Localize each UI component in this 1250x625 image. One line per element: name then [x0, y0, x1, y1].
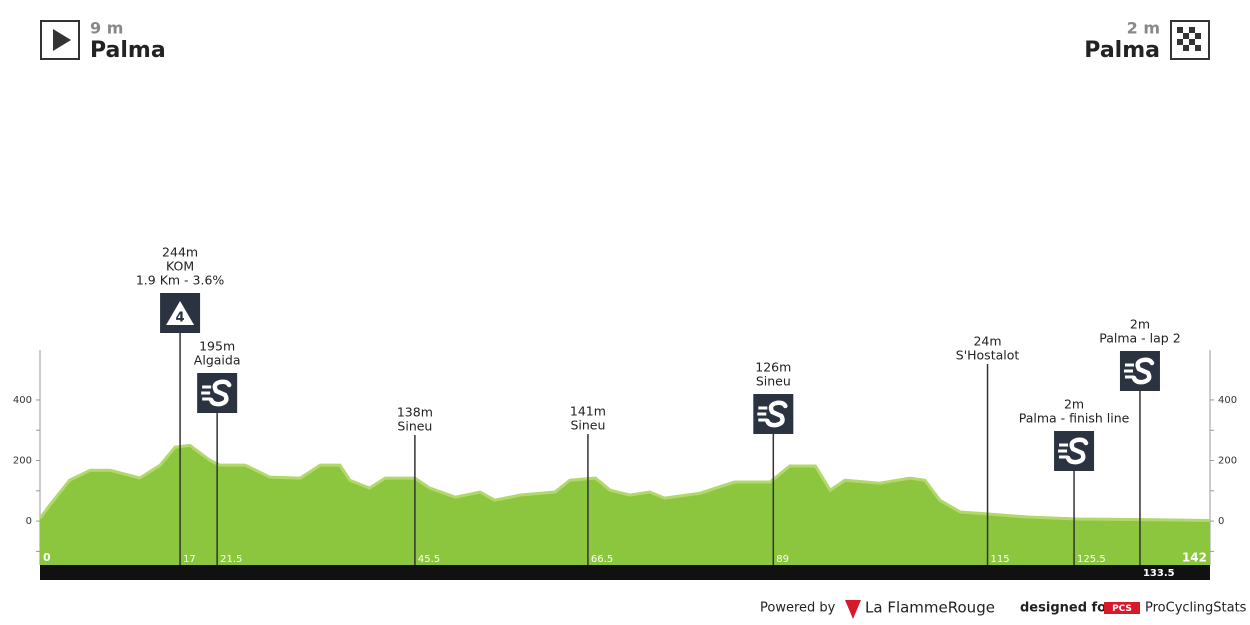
- waypoint-label: 24m: [973, 334, 1001, 349]
- sprint-s: [765, 400, 788, 428]
- waypoint-label: S'Hostalot: [956, 348, 1020, 363]
- waypoint-km: 45.5: [418, 554, 440, 565]
- waypoint-label: Sineu: [397, 419, 432, 434]
- sprint-s: [1065, 437, 1089, 465]
- pcs-logo: [1104, 602, 1140, 614]
- waypoint-label: Sineu: [570, 418, 605, 433]
- waypoint-label: 126m: [755, 360, 791, 375]
- y-tick-label: 0: [1218, 516, 1224, 527]
- footer-site: ProCyclingStats: [1145, 601, 1247, 616]
- waypoint-label: Palma - finish line: [1019, 411, 1130, 426]
- waypoint-label: 1.9 Km - 3.6%: [136, 273, 225, 288]
- waypoint-label: 195m: [199, 339, 235, 354]
- waypoint-label: 244m: [162, 245, 198, 260]
- waypoint-km: 17: [183, 554, 196, 565]
- waypoint-label: 141m: [570, 404, 606, 419]
- waypoint-label: 2m: [1130, 317, 1150, 332]
- waypoint-km: 133.5: [1143, 568, 1175, 579]
- finish-name: Palma: [1084, 38, 1160, 63]
- y-tick-label: 200: [1218, 456, 1237, 467]
- footer-powered: Powered by: [760, 601, 836, 616]
- waypoint-label: KOM: [166, 259, 194, 274]
- waypoint-label: 2m: [1064, 397, 1084, 412]
- flamme-logo: [845, 600, 861, 619]
- kom-triangle: [166, 301, 195, 325]
- waypoint-label: Sineu: [756, 374, 791, 389]
- waypoint-label: Algaida: [194, 353, 241, 368]
- waypoint-km: 66.5: [591, 554, 613, 565]
- sprint-s: [208, 379, 232, 407]
- finish-flag: [1177, 27, 1201, 51]
- km-box: [1139, 566, 1172, 579]
- sprint-s: [1131, 357, 1155, 385]
- x-tick-label: 0: [43, 551, 51, 564]
- waypoint-km: 125.5: [1077, 554, 1106, 565]
- kom-category: 4: [176, 311, 185, 326]
- waypoint-label: 138m: [397, 405, 433, 420]
- waypoint-label: Palma - lap 2: [1099, 331, 1180, 346]
- y-tick-label: 200: [13, 456, 32, 467]
- y-tick-label: 0: [26, 516, 32, 527]
- start-icon: [40, 20, 80, 60]
- waypoint-km: 21.5: [220, 554, 242, 565]
- x-tick-label: 142: [1182, 551, 1207, 565]
- elevation-edge: [38, 443, 1211, 522]
- start-icon-arrow: [53, 29, 71, 51]
- start-name: Palma: [90, 38, 166, 63]
- start-altitude: 9 m: [90, 19, 123, 38]
- y-tick-label: 400: [13, 395, 32, 406]
- elevation-area: [40, 445, 1210, 565]
- footer-brand: La FlammeRouge: [865, 599, 995, 617]
- finish-altitude: 2 m: [1127, 19, 1160, 38]
- waypoint-km: 115: [991, 554, 1010, 565]
- waypoint-km: 89: [776, 554, 789, 565]
- y-tick-label: 400: [1218, 395, 1237, 406]
- pcs-logo-text: PCS: [1112, 604, 1132, 614]
- footer-designed: designed for: [1020, 601, 1113, 616]
- distance-band: [40, 565, 1210, 580]
